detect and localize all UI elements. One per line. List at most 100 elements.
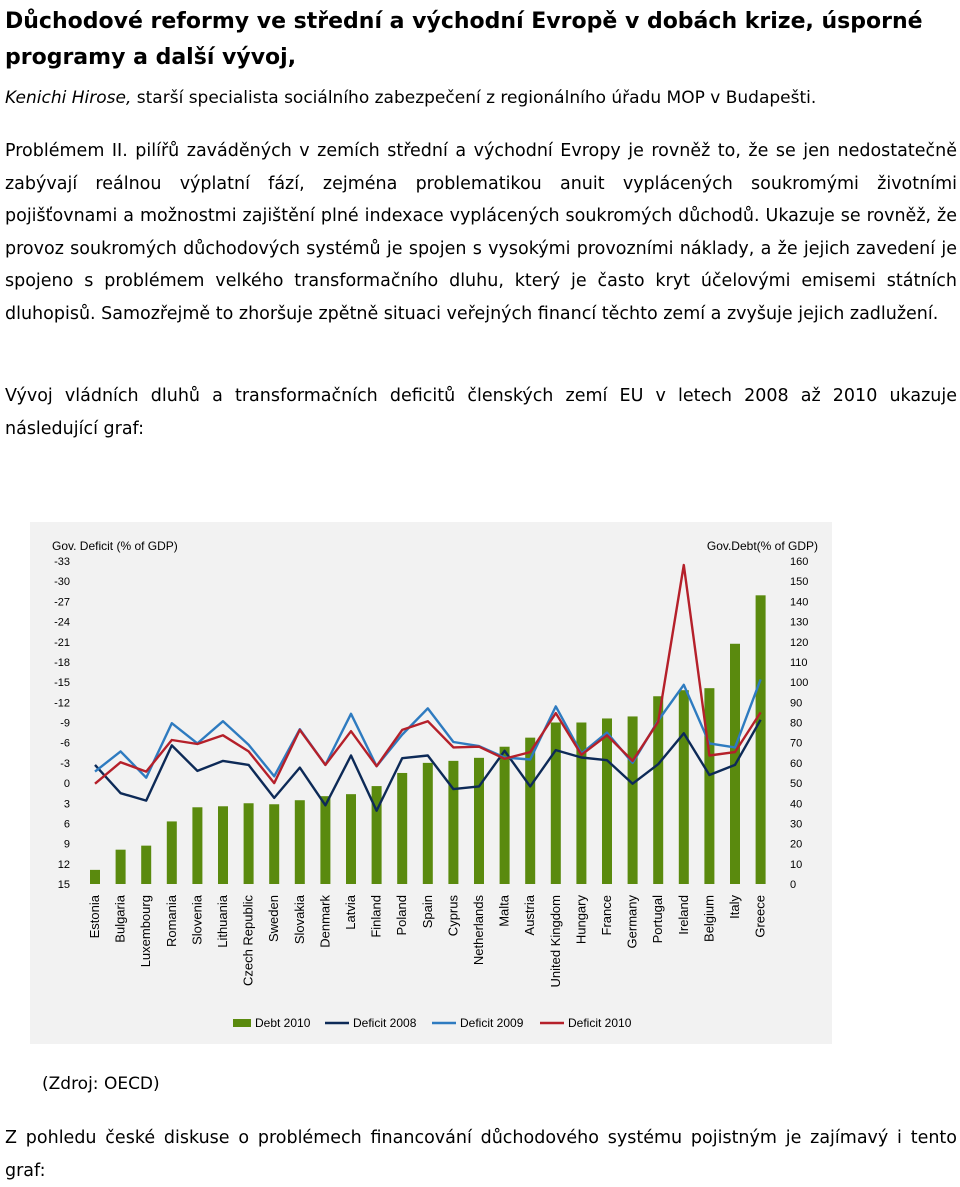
category-label: Bulgaria <box>113 894 128 942</box>
debt-bar <box>371 786 382 884</box>
category-label: Hungary <box>573 895 588 945</box>
debt-bar <box>166 821 177 884</box>
right-axis-tick: 40 <box>790 798 802 810</box>
debt-bar <box>294 800 305 884</box>
right-axis-tick: 140 <box>790 596 808 608</box>
category-label: Greece <box>753 895 768 938</box>
category-label: France <box>599 895 614 935</box>
source-note: (Zdroj: OECD) <box>42 1074 160 1094</box>
right-axis-tick: 20 <box>790 839 802 851</box>
left-axis-tick: -30 <box>54 576 70 588</box>
category-label: Ireland <box>676 895 691 935</box>
debt-bar <box>602 718 612 884</box>
right-axis-tick: 70 <box>790 738 802 750</box>
debt-bar <box>243 803 254 884</box>
right-axis-tick: 150 <box>790 576 808 588</box>
author-line: Kenichi Hirose, starší specialista sociá… <box>5 84 955 112</box>
legend-swatch <box>233 1019 251 1027</box>
legend-label: Deficit 2009 <box>460 1016 524 1030</box>
category-label: Denmark <box>317 895 332 948</box>
document-title: Důchodové reformy ve střední a východní … <box>5 9 923 70</box>
deficit-line-2 <box>94 563 762 785</box>
debt-bar <box>678 690 689 884</box>
debt-bar <box>397 772 408 884</box>
chart-svg: Gov. Deficit (% of GDP) Gov.Debt(% of GDP… <box>52 539 818 1030</box>
left-axis-tick: -3 <box>60 758 70 770</box>
right-axis-tick: 100 <box>790 677 808 689</box>
category-label: Spain <box>420 895 435 928</box>
debt-deficit-chart: Gov. Deficit (% of GDP) Gov.Debt(% of GDP… <box>30 522 832 1044</box>
left-axis-tick: -33 <box>54 556 70 568</box>
right-axis-tick: 90 <box>790 697 802 709</box>
deficit-line-0 <box>94 719 762 812</box>
category-label: Slovakia <box>292 894 307 944</box>
left-axis-tick: 9 <box>64 839 70 851</box>
debt-bar <box>525 737 536 884</box>
category-label: Germany <box>625 895 640 949</box>
category-label: Czech Republic <box>241 895 256 987</box>
left-axis-tick: -15 <box>54 677 70 689</box>
category-label: Cyprus <box>445 895 460 937</box>
category-label: Malta <box>497 894 512 927</box>
right-axis-tick: 50 <box>790 778 802 790</box>
debt-bar <box>218 806 228 884</box>
debt-bar <box>448 760 459 884</box>
author-role: starší specialista sociálního zabezpečen… <box>131 88 817 108</box>
left-axis-tick: 3 <box>64 798 70 810</box>
legend-label: Deficit 2008 <box>353 1016 417 1030</box>
category-label: Slovenia <box>189 894 204 945</box>
debt-bar <box>653 696 664 884</box>
debt-bar <box>627 716 638 884</box>
author-name: Kenichi Hirose, <box>5 88 132 108</box>
category-label: Netherlands <box>471 895 486 966</box>
left-axis-tick: -21 <box>54 637 70 649</box>
right-axis-tick: 160 <box>790 556 808 568</box>
category-label: Portugal <box>650 895 665 944</box>
debt-bar <box>269 804 280 884</box>
right-axis-title: Gov.Debt(% of GDP) <box>707 539 818 553</box>
debt-bar <box>141 845 152 884</box>
category-label: Sweden <box>266 895 281 942</box>
debt-bar <box>550 722 561 884</box>
left-axis-title: Gov. Deficit (% of GDP) <box>52 539 178 553</box>
debt-bar <box>499 746 510 884</box>
left-axis-tick: -24 <box>54 617 70 629</box>
category-label: Latvia <box>343 894 358 929</box>
left-axis-tick: -12 <box>54 697 70 709</box>
category-label: Lithuania <box>215 894 230 948</box>
left-axis-tick: 6 <box>64 818 70 830</box>
right-axis-tick: 30 <box>790 818 802 830</box>
category-label: United Kingdom <box>548 895 563 988</box>
debt-bar <box>115 849 126 884</box>
debt-bar <box>320 796 331 884</box>
paragraph-2: Vývoj vládních dluhů a transformačních d… <box>5 386 957 439</box>
left-axis-tick: -9 <box>60 718 70 730</box>
left-axis-tick: 15 <box>58 879 70 891</box>
category-label: Luxembourg <box>138 895 153 967</box>
legend-label: Debt 2010 <box>255 1016 311 1030</box>
left-axis-tick: -6 <box>60 738 70 750</box>
category-label: Poland <box>394 895 409 935</box>
debt-bar <box>704 688 715 884</box>
right-axis-tick: 80 <box>790 718 802 730</box>
category-label: Italy <box>727 895 742 919</box>
debt-bar <box>474 757 484 884</box>
category-label: Austria <box>522 894 537 935</box>
debt-bar <box>192 807 203 884</box>
right-axis-tick: 120 <box>790 637 808 649</box>
right-axis-tick: 60 <box>790 758 802 770</box>
paragraph-3: Z pohledu české diskuse o problémech fin… <box>5 1128 957 1181</box>
debt-bar <box>576 722 587 884</box>
debt-bar <box>90 869 100 884</box>
paragraph-1: Problémem II. pilířů zaváděných v zemích… <box>5 141 957 324</box>
right-axis-tick: 130 <box>790 617 808 629</box>
category-label: Estonia <box>87 894 102 938</box>
left-axis-tick: -27 <box>54 596 70 608</box>
right-axis-tick: 0 <box>790 879 796 891</box>
right-axis-tick: 10 <box>790 859 802 871</box>
category-label: Belgium <box>701 895 716 942</box>
left-axis-tick: 0 <box>64 778 70 790</box>
left-axis-tick: -18 <box>54 657 70 669</box>
category-label: Finland <box>369 895 384 938</box>
